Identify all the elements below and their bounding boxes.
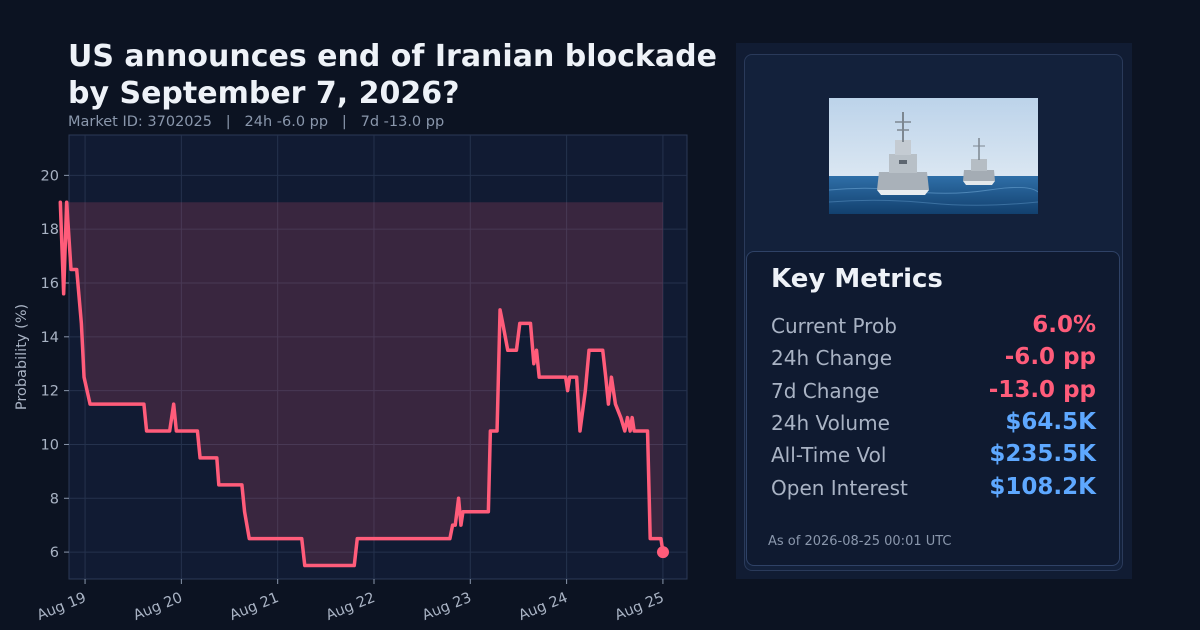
metric-row: All-Time Vol $235.5K — [771, 441, 1096, 475]
y-tick-label: 12 — [41, 384, 59, 400]
y-tick-label: 10 — [41, 437, 59, 453]
metric-value: -6.0 pp — [1004, 344, 1096, 371]
probability-line — [58, 200, 665, 568]
probability-chart: 6 8 10 12 14 16 18 20 Aug 19 Aug 20 Aug 21 Aug 22 Au… — [14, 134, 688, 624]
y-tick-label: 14 — [41, 330, 59, 346]
x-tick-label: Aug 24 — [516, 590, 570, 624]
metric-value: $64.5K — [1005, 408, 1096, 435]
key-metrics-card — [746, 251, 1120, 566]
key-metrics-title: Key Metrics — [771, 264, 943, 294]
metric-value: $235.5K — [989, 441, 1096, 468]
y-tick-label: 16 — [41, 276, 59, 292]
metric-row: Current Prob 6.0% — [771, 312, 1096, 346]
y-tick-label: 8 — [50, 491, 59, 507]
metric-label: 24h Volume — [771, 410, 890, 435]
as-of-timestamp: As of 2026-08-25 00:01 UTC — [768, 534, 952, 549]
x-tick-label: Aug 23 — [420, 590, 474, 624]
metric-label: 7d Change — [771, 378, 880, 403]
x-tick-label: Aug 21 — [228, 590, 282, 624]
metric-row: 7d Change -13.0 pp — [771, 376, 1096, 411]
market-title: US announces end of Iranian blockade by … — [68, 38, 717, 112]
metric-row: Open Interest $108.2K — [771, 473, 1096, 508]
market-subtitle: Market ID: 3702025 | 24h -6.0 pp | 7d -1… — [68, 114, 445, 130]
metric-value: -13.0 pp — [988, 376, 1096, 403]
metric-value: 6.0% — [1032, 312, 1096, 338]
metric-row: 24h Change -6.0 pp — [771, 344, 1096, 378]
metric-label: Current Prob — [771, 314, 897, 338]
market-title-line2: by September 7, 2026? — [68, 76, 460, 111]
metric-label: Open Interest — [771, 475, 908, 500]
warship-photo — [829, 98, 1038, 214]
x-tick-label: Aug 19 — [35, 590, 89, 624]
y-tick-label: 18 — [41, 222, 59, 238]
current-probability-marker — [656, 546, 669, 559]
y-axis-label: Probability (%) — [14, 304, 30, 410]
x-tick-label: Aug 20 — [131, 590, 185, 624]
probability-fill-area — [60, 202, 663, 566]
metric-value: $108.2K — [989, 473, 1096, 500]
y-tick-label: 20 — [41, 168, 59, 184]
market-title-line1: US announces end of Iranian blockade — [68, 39, 717, 74]
y-tick-label: 6 — [50, 545, 59, 561]
x-tick-label: Aug 22 — [324, 590, 378, 624]
metric-label: All-Time Vol — [771, 443, 887, 468]
x-tick-label: Aug 25 — [613, 590, 667, 624]
metric-label: 24h Change — [771, 346, 893, 371]
plot-area — [68, 134, 688, 580]
metric-row: 24h Volume $64.5K — [771, 408, 1096, 443]
